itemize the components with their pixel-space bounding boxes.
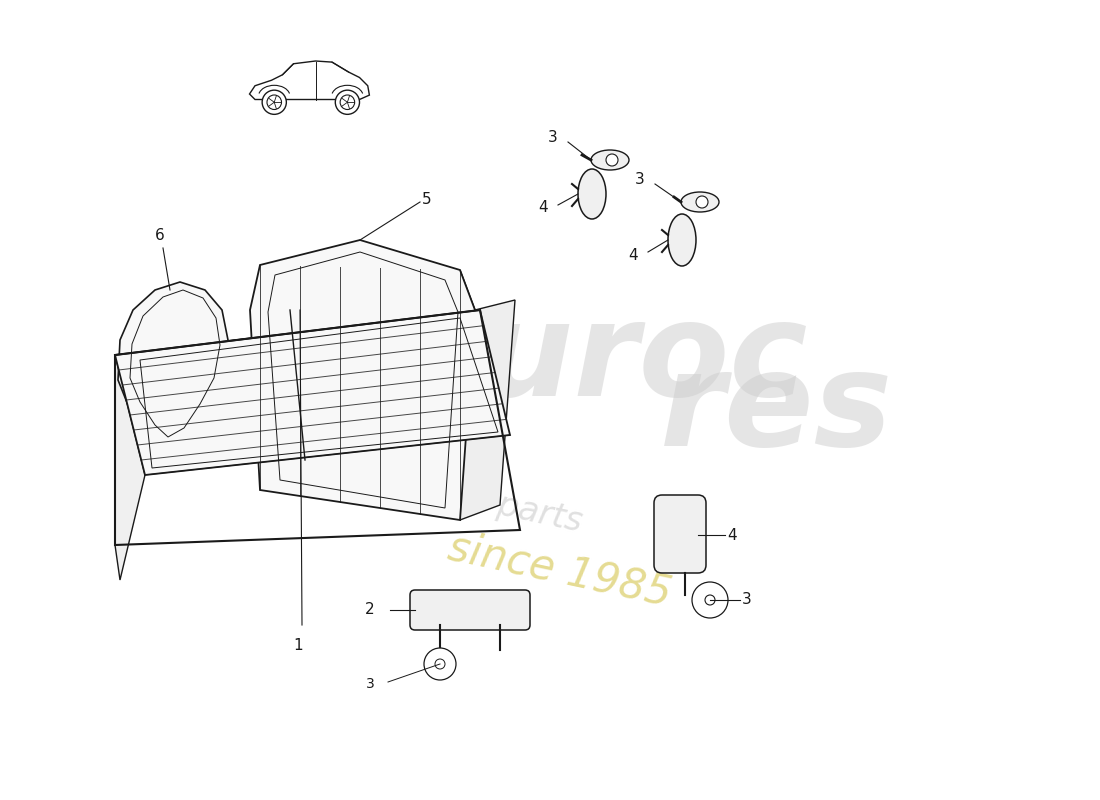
Circle shape [705, 595, 715, 605]
Text: 3: 3 [742, 593, 751, 607]
Text: euroc: euroc [390, 297, 807, 423]
Text: 1: 1 [294, 638, 302, 653]
Circle shape [262, 90, 286, 114]
Polygon shape [250, 240, 475, 520]
Text: 4: 4 [538, 199, 548, 214]
Text: 5: 5 [422, 193, 431, 207]
Text: a passion for parts: a passion for parts [274, 442, 585, 538]
Text: 2: 2 [365, 602, 375, 618]
FancyBboxPatch shape [654, 495, 706, 573]
Text: 4: 4 [727, 527, 737, 542]
Text: 4: 4 [628, 249, 638, 263]
Circle shape [696, 196, 708, 208]
Circle shape [336, 90, 360, 114]
Polygon shape [118, 282, 228, 442]
Polygon shape [116, 310, 510, 475]
Text: 6: 6 [155, 227, 165, 242]
Polygon shape [460, 270, 515, 520]
Polygon shape [250, 61, 370, 99]
Ellipse shape [591, 150, 629, 170]
Ellipse shape [578, 169, 606, 219]
Circle shape [434, 659, 446, 669]
Text: since 1985: since 1985 [444, 526, 675, 614]
Polygon shape [116, 355, 145, 580]
Polygon shape [116, 310, 490, 430]
Text: 3: 3 [365, 677, 374, 691]
FancyBboxPatch shape [410, 590, 530, 630]
Circle shape [424, 648, 456, 680]
Circle shape [340, 95, 354, 110]
Text: 3: 3 [548, 130, 558, 145]
Circle shape [692, 582, 728, 618]
Ellipse shape [681, 192, 719, 212]
Text: 3: 3 [636, 173, 645, 187]
Ellipse shape [668, 214, 696, 266]
Circle shape [606, 154, 618, 166]
Text: res: res [660, 346, 893, 474]
Circle shape [267, 95, 282, 110]
